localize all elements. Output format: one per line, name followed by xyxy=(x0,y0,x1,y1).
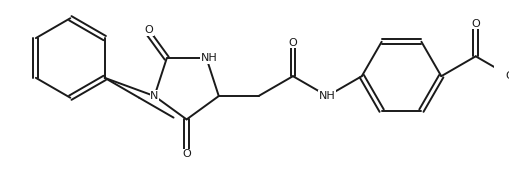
Text: O: O xyxy=(145,25,153,35)
Text: N: N xyxy=(150,91,158,101)
Text: O: O xyxy=(288,38,297,48)
Text: O: O xyxy=(182,149,191,159)
Text: O: O xyxy=(505,71,509,81)
Text: NH: NH xyxy=(200,53,217,63)
Text: O: O xyxy=(470,19,479,29)
Text: NH: NH xyxy=(318,91,335,101)
